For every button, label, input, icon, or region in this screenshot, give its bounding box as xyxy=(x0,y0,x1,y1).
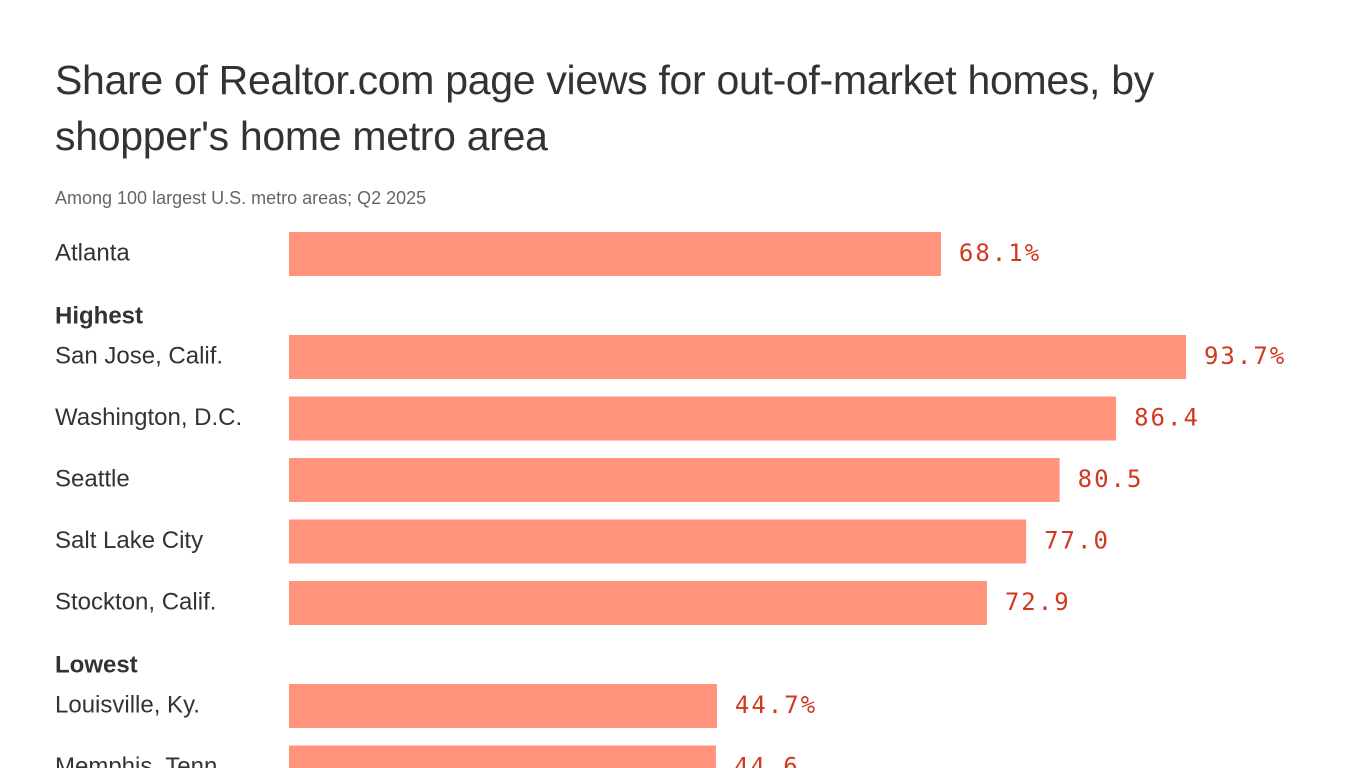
category-label: San Jose, Calif. xyxy=(55,342,223,369)
value-label: 86.4 xyxy=(1134,404,1200,432)
value-label: 44.6 xyxy=(734,753,800,768)
bar xyxy=(289,519,1027,564)
value-label: 77.0 xyxy=(1044,527,1110,555)
group-heading: Lowest xyxy=(55,651,138,678)
bar xyxy=(289,684,717,728)
group-heading: Highest xyxy=(55,302,143,329)
value-label: 93.7% xyxy=(1204,342,1286,370)
chart-title: Share of Realtor.com page views for out-… xyxy=(55,57,1154,159)
category-label: Salt Lake City xyxy=(55,527,203,554)
bar xyxy=(289,745,716,768)
category-label: Louisville, Ky. xyxy=(55,691,200,718)
value-label: 80.5 xyxy=(1078,465,1144,493)
category-label: Stockton, Calif. xyxy=(55,588,216,615)
bar xyxy=(289,396,1117,441)
category-label: Memphis, Tenn. xyxy=(55,753,224,768)
value-label: 68.1% xyxy=(959,239,1041,267)
bar xyxy=(289,232,941,276)
value-label: 44.7% xyxy=(735,691,817,719)
bar xyxy=(289,458,1060,502)
bar xyxy=(289,335,1186,379)
category-label: Seattle xyxy=(55,465,130,492)
chart-subtitle: Among 100 largest U.S. metro areas; Q2 2… xyxy=(55,188,427,208)
category-label: Atlanta xyxy=(55,239,130,266)
value-label: 72.9 xyxy=(1005,588,1071,616)
category-label: Washington, D.C. xyxy=(55,404,242,431)
bar xyxy=(289,581,987,625)
